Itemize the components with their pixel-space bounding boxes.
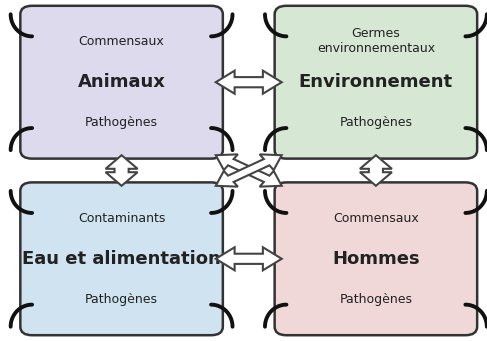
- Polygon shape: [216, 154, 281, 187]
- Text: Pathogènes: Pathogènes: [85, 117, 158, 130]
- Text: Environnement: Environnement: [299, 73, 453, 91]
- Text: Eau et alimentation: Eau et alimentation: [22, 250, 221, 268]
- Polygon shape: [216, 71, 281, 94]
- Text: Pathogènes: Pathogènes: [85, 293, 158, 306]
- Text: Animaux: Animaux: [77, 73, 166, 91]
- Polygon shape: [106, 155, 138, 186]
- FancyBboxPatch shape: [275, 6, 477, 159]
- Text: Commensaux: Commensaux: [79, 35, 165, 48]
- Polygon shape: [216, 154, 281, 187]
- Polygon shape: [216, 247, 281, 270]
- Text: Contaminants: Contaminants: [78, 211, 165, 224]
- Text: Commensaux: Commensaux: [333, 211, 419, 224]
- FancyBboxPatch shape: [20, 182, 223, 335]
- FancyBboxPatch shape: [20, 6, 223, 159]
- Polygon shape: [360, 155, 392, 186]
- Text: Germes
environnementaux: Germes environnementaux: [317, 27, 435, 56]
- Text: Hommes: Hommes: [332, 250, 420, 268]
- FancyBboxPatch shape: [275, 182, 477, 335]
- Text: Pathogènes: Pathogènes: [339, 293, 412, 306]
- Text: Pathogènes: Pathogènes: [339, 117, 412, 130]
